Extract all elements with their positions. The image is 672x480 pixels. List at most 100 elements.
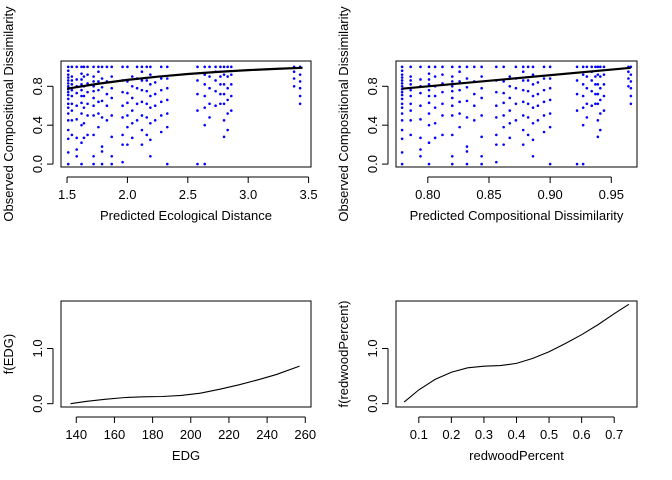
data-point: [97, 88, 100, 92]
data-point: [92, 65, 95, 69]
x-tick-label: 0.2: [442, 427, 460, 442]
data-point: [480, 75, 483, 78]
data-point: [400, 84, 404, 88]
x-tick-label: 0.85: [476, 187, 501, 202]
data-point: [100, 65, 104, 69]
data-point: [536, 81, 540, 84]
data-point: [427, 72, 431, 75]
data-point: [598, 98, 602, 102]
data-point: [480, 96, 483, 100]
data-point: [105, 104, 109, 108]
data-point: [450, 84, 454, 88]
x-axis-title: redwoodPercent: [469, 448, 564, 463]
data-point: [165, 65, 169, 69]
data-point: [502, 91, 505, 95]
data-point: [596, 92, 600, 96]
data-point: [450, 75, 454, 78]
data-point: [203, 83, 207, 86]
x-tick-label: 3.5: [300, 187, 318, 202]
y-tick-label: 0.0: [30, 155, 45, 173]
data-point: [229, 94, 233, 98]
data-point: [585, 65, 589, 69]
data-point: [400, 65, 404, 69]
x-tick-label: 0.95: [599, 187, 624, 202]
data-point: [292, 84, 296, 88]
x-axis-title: EDG: [172, 448, 200, 463]
data-point: [495, 65, 498, 69]
data-point: [214, 104, 217, 108]
data-point: [441, 65, 444, 69]
data-point: [548, 65, 552, 69]
x-tick-label: 200: [180, 427, 202, 442]
x-tick-label: 220: [218, 427, 240, 442]
data-point: [82, 94, 86, 98]
data-point: [465, 99, 469, 103]
data-point: [594, 65, 597, 69]
data-point: [145, 102, 149, 106]
data-point: [450, 133, 454, 137]
data-point: [229, 83, 233, 86]
data-point: [521, 70, 525, 73]
data-point: [542, 77, 546, 80]
data-point: [226, 112, 229, 115]
data-point: [472, 92, 476, 96]
data-point: [629, 102, 633, 106]
data-point: [575, 109, 579, 112]
data-point: [409, 65, 412, 69]
data-point: [502, 101, 505, 105]
data-point: [140, 70, 144, 73]
data-point: [66, 76, 70, 79]
data-point: [594, 75, 597, 78]
data-point: [419, 78, 422, 81]
data-point: [159, 114, 163, 117]
data-point: [80, 78, 83, 81]
plot-frame: [60, 60, 312, 168]
data-point: [409, 119, 412, 122]
data-point: [66, 69, 70, 73]
data-point: [521, 143, 525, 146]
data-point: [126, 91, 129, 95]
data-point: [208, 65, 211, 69]
x-tick-label: 240: [256, 427, 278, 442]
data-point: [66, 162, 70, 166]
data-point: [521, 65, 525, 69]
data-point: [292, 77, 296, 80]
data-point: [531, 73, 535, 76]
data-point: [165, 98, 169, 102]
data-point: [400, 97, 404, 101]
data-point: [222, 73, 226, 76]
data-point: [80, 88, 83, 92]
data-point: [153, 104, 157, 108]
data-point: [196, 109, 199, 112]
data-point: [75, 148, 79, 151]
data-point: [105, 92, 109, 96]
data-point: [526, 102, 530, 106]
data-point: [97, 65, 100, 69]
data-point: [419, 104, 422, 108]
data-point: [208, 116, 211, 119]
data-point: [219, 102, 222, 106]
data-point: [590, 65, 594, 69]
data-point: [480, 65, 483, 69]
data-point: [548, 112, 552, 115]
data-point: [502, 125, 505, 129]
data-point: [458, 70, 461, 73]
data-point: [208, 75, 211, 78]
data-point: [450, 65, 454, 69]
data-point: [92, 114, 95, 117]
data-point: [602, 83, 606, 86]
data-point: [508, 136, 512, 140]
data-point: [590, 79, 594, 82]
data-point: [66, 106, 70, 109]
data-point: [526, 65, 530, 69]
data-point: [596, 65, 600, 69]
data-point: [70, 102, 74, 106]
data-point: [400, 90, 404, 94]
data-point: [298, 94, 302, 98]
data-point: [450, 162, 454, 166]
data-point: [203, 65, 207, 69]
data-point: [521, 79, 525, 82]
data-point: [585, 86, 589, 90]
data-point: [121, 160, 124, 164]
